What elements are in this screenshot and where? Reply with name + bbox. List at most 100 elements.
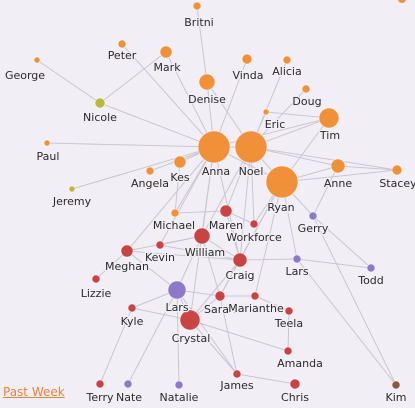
edge: [95, 250, 128, 280]
node-label: Lizzie: [81, 287, 112, 300]
edge: [239, 258, 298, 261]
node-label: Ryan: [267, 201, 294, 214]
node: [120, 244, 134, 258]
edge: [176, 289, 238, 375]
node: [43, 139, 51, 147]
node: [95, 379, 105, 389]
node-label: Denise: [188, 93, 226, 106]
node: [145, 166, 155, 176]
node: [174, 380, 184, 390]
edge: [126, 146, 215, 252]
edge: [174, 161, 181, 214]
node: [159, 45, 173, 59]
node-label: William: [185, 246, 225, 259]
edge: [296, 258, 372, 269]
node-label: Nicole: [83, 111, 117, 124]
time-filter-link[interactable]: Past Week: [3, 385, 65, 399]
edge: [99, 102, 215, 148]
edge: [159, 146, 215, 246]
edge: [127, 289, 178, 385]
edge: [236, 373, 296, 385]
node-label: Kim: [386, 391, 407, 404]
node: [318, 107, 340, 129]
node-label: Teela: [274, 317, 303, 330]
node-label: Maren: [209, 219, 243, 232]
edge: [265, 111, 330, 119]
edge: [165, 51, 215, 148]
edge: [71, 146, 215, 190]
offscreen-node: [398, 0, 406, 3]
node: [262, 108, 270, 116]
node: [289, 378, 301, 390]
edge: [189, 319, 289, 352]
node-label: James: [219, 379, 253, 392]
node: [308, 211, 318, 221]
edge: [126, 250, 178, 291]
node-label: Doug: [292, 95, 321, 108]
node-label: Tim: [319, 129, 340, 142]
node-label: Paul: [37, 150, 60, 163]
node-label: Marianthe: [228, 302, 284, 315]
node-label: Crystal: [172, 332, 211, 345]
node-label: Gerry: [298, 222, 329, 235]
node: [249, 219, 259, 229]
node: [234, 130, 268, 164]
node-label: Michael: [153, 219, 195, 232]
node: [366, 263, 376, 273]
node: [192, 1, 202, 11]
edge: [201, 235, 221, 297]
node: [282, 55, 292, 65]
node: [123, 379, 133, 389]
edge: [225, 210, 241, 261]
node-label: Amanda: [277, 357, 323, 370]
edge: [219, 181, 283, 297]
node: [241, 53, 253, 65]
edge: [213, 117, 330, 148]
node-label: Peter: [108, 49, 137, 62]
edge: [296, 258, 397, 386]
edge: [281, 169, 398, 183]
node: [330, 158, 346, 174]
edge: [213, 146, 241, 261]
node-label: Chris: [281, 391, 309, 404]
edge: [219, 295, 238, 375]
edge: [176, 289, 180, 386]
node-label: George: [5, 69, 45, 82]
node: [301, 84, 311, 94]
edge: [312, 215, 397, 386]
node: [127, 303, 137, 313]
node-label: Noel: [239, 165, 264, 178]
edge: [239, 146, 252, 261]
node-label: Jeremy: [52, 195, 92, 208]
edge: [174, 210, 227, 214]
edge: [196, 5, 208, 83]
node-label: Lars: [285, 265, 308, 278]
node: [265, 165, 299, 199]
node-label: Natalie: [160, 391, 199, 404]
node-label: Alicia: [272, 65, 301, 78]
node-label: Workforce: [226, 231, 282, 244]
node: [170, 208, 180, 218]
edge: [254, 181, 283, 297]
node-label: Eric: [265, 118, 286, 131]
node-label: Todd: [357, 274, 384, 287]
node: [198, 73, 216, 91]
node-label: Kyle: [121, 315, 144, 328]
node: [214, 290, 226, 302]
edge: [287, 310, 290, 352]
node-label: Kes: [170, 171, 189, 184]
edge: [159, 244, 241, 261]
node-label: Vinda: [232, 69, 263, 82]
edge: [99, 307, 133, 385]
edge: [201, 146, 252, 237]
node: [117, 39, 127, 49]
node-label: Stacey: [379, 177, 415, 190]
node: [193, 227, 211, 245]
edge: [189, 319, 238, 375]
edge: [312, 215, 372, 269]
node: [250, 291, 260, 301]
node-label: Sarah: [204, 303, 236, 316]
edge: [121, 43, 215, 148]
edge: [126, 250, 241, 261]
node-label: Anne: [324, 177, 352, 190]
